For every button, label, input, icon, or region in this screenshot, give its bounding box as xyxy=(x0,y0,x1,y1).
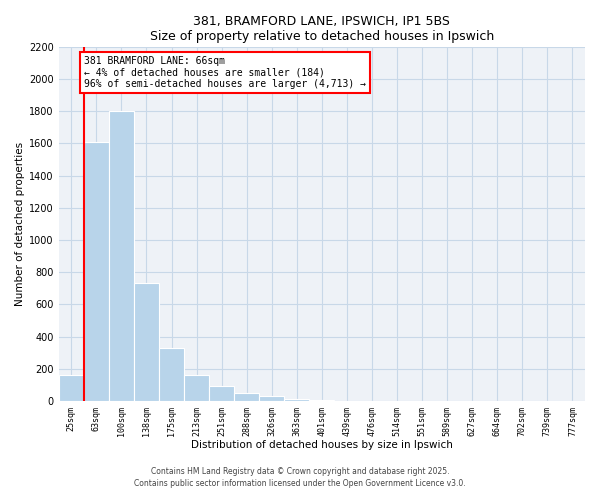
Bar xyxy=(59,375,84,401)
Bar xyxy=(184,375,209,401)
Bar xyxy=(84,142,109,401)
Bar xyxy=(310,400,334,401)
X-axis label: Distribution of detached houses by size in Ipswich: Distribution of detached houses by size … xyxy=(191,440,453,450)
Bar xyxy=(234,393,259,401)
Bar xyxy=(159,348,184,401)
Bar xyxy=(259,396,284,401)
Bar xyxy=(284,398,310,401)
Bar xyxy=(209,386,234,401)
Text: Contains public sector information licensed under the Open Government Licence v3: Contains public sector information licen… xyxy=(134,479,466,488)
Text: Contains HM Land Registry data © Crown copyright and database right 2025.: Contains HM Land Registry data © Crown c… xyxy=(151,467,449,476)
Bar xyxy=(134,284,159,401)
Title: 381, BRAMFORD LANE, IPSWICH, IP1 5BS
Size of property relative to detached house: 381, BRAMFORD LANE, IPSWICH, IP1 5BS Siz… xyxy=(150,15,494,43)
Text: 381 BRAMFORD LANE: 66sqm
← 4% of detached houses are smaller (184)
96% of semi-d: 381 BRAMFORD LANE: 66sqm ← 4% of detache… xyxy=(85,56,367,89)
Y-axis label: Number of detached properties: Number of detached properties xyxy=(15,142,25,306)
Bar xyxy=(109,112,134,401)
